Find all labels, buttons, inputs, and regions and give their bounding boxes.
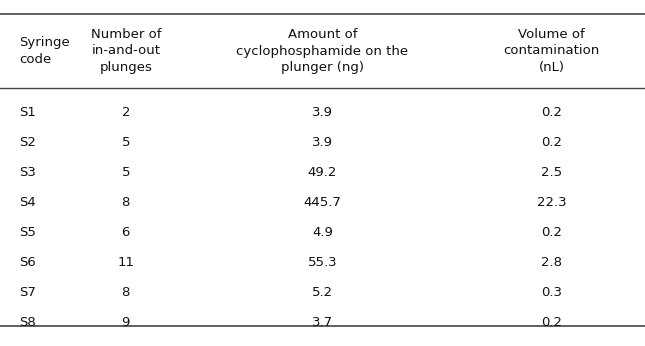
- Text: 0.3: 0.3: [541, 286, 562, 300]
- Text: S2: S2: [19, 137, 36, 149]
- Text: 5: 5: [121, 166, 130, 180]
- Text: 6: 6: [122, 227, 130, 239]
- Text: 2: 2: [121, 106, 130, 118]
- Text: 49.2: 49.2: [308, 166, 337, 180]
- Text: S1: S1: [19, 106, 36, 118]
- Text: 3.9: 3.9: [312, 106, 333, 118]
- Text: S7: S7: [19, 286, 36, 300]
- Text: 3.7: 3.7: [312, 317, 333, 329]
- Text: 5: 5: [121, 137, 130, 149]
- Text: 0.2: 0.2: [541, 106, 562, 118]
- Text: 8: 8: [122, 286, 130, 300]
- Text: S6: S6: [19, 256, 36, 270]
- Text: S3: S3: [19, 166, 36, 180]
- Text: S8: S8: [19, 317, 36, 329]
- Text: Volume of
contamination
(nL): Volume of contamination (nL): [503, 28, 600, 74]
- Text: 55.3: 55.3: [308, 256, 337, 270]
- Text: 4.9: 4.9: [312, 227, 333, 239]
- Text: 8: 8: [122, 197, 130, 209]
- Text: Number of
in-and-out
plunges: Number of in-and-out plunges: [90, 28, 161, 74]
- Text: S5: S5: [19, 227, 36, 239]
- Text: Syringe
code: Syringe code: [19, 36, 70, 66]
- Text: 5.2: 5.2: [312, 286, 333, 300]
- Text: 9: 9: [122, 317, 130, 329]
- Text: S4: S4: [19, 197, 36, 209]
- Text: 2.8: 2.8: [541, 256, 562, 270]
- Text: 445.7: 445.7: [304, 197, 341, 209]
- Text: Amount of
cyclophosphamide on the
plunger (ng): Amount of cyclophosphamide on the plunge…: [237, 28, 408, 74]
- Text: 0.2: 0.2: [541, 317, 562, 329]
- Text: 0.2: 0.2: [541, 137, 562, 149]
- Text: 22.3: 22.3: [537, 197, 566, 209]
- Text: 3.9: 3.9: [312, 137, 333, 149]
- Text: 0.2: 0.2: [541, 227, 562, 239]
- Text: 2.5: 2.5: [541, 166, 562, 180]
- Text: 11: 11: [117, 256, 134, 270]
